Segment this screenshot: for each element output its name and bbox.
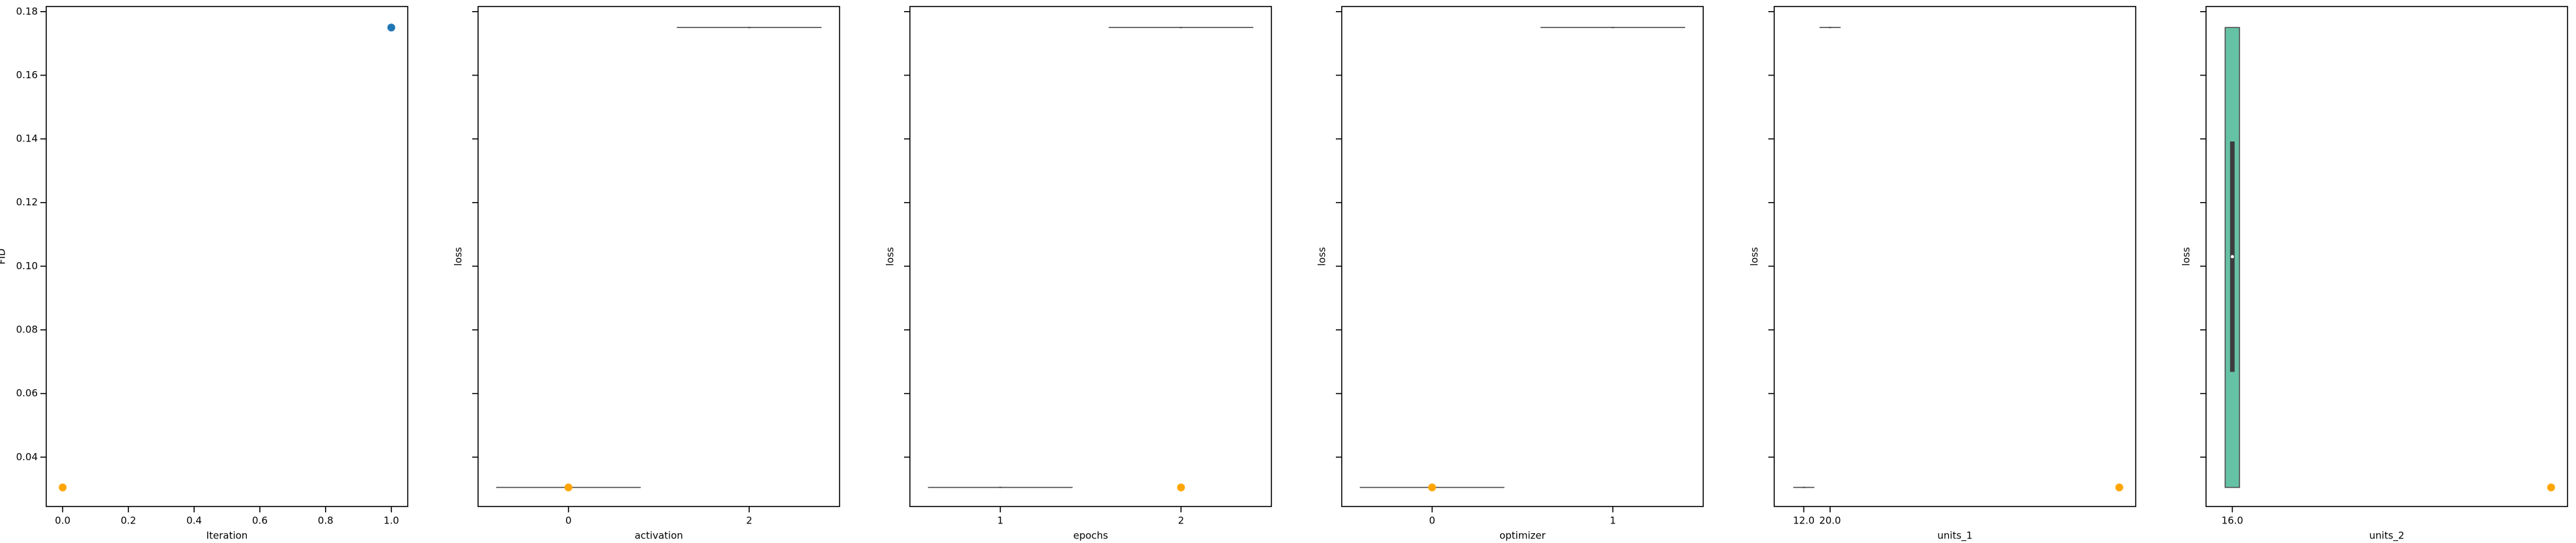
- subplot: 0 1 optimizer loss: [1316, 6, 1704, 542]
- point: [387, 23, 395, 32]
- x-tick-label: 0.6: [252, 515, 268, 527]
- x-tick-label: 1: [997, 515, 1004, 527]
- y-axis-label: loss: [2181, 247, 2192, 266]
- point: [564, 483, 573, 492]
- x-axis-label: units_1: [1938, 530, 1973, 542]
- y-tick-label: 0.12: [16, 196, 38, 208]
- axes-frame: [477, 6, 840, 507]
- y-axis-label: loss: [453, 247, 464, 266]
- x-tick-label: 0.0: [55, 515, 70, 527]
- x-tick-label: 0.8: [318, 515, 333, 527]
- x-tick-label: 16.0: [2222, 515, 2243, 527]
- y-tick-label: 0.04: [16, 451, 38, 463]
- subplot: 1 2 epochs loss: [885, 6, 1272, 542]
- x-tick-label: 0: [1429, 515, 1436, 527]
- axes-frame: [2205, 6, 2568, 507]
- point: [59, 483, 67, 492]
- x-tick-label: 12.0: [1793, 515, 1815, 527]
- x-axis-label: units_2: [2370, 530, 2405, 542]
- y-tick-label: 0.10: [16, 260, 38, 272]
- subplot: 16.0 units_2 loss: [2181, 6, 2568, 542]
- axes-frame: [1341, 6, 1704, 507]
- x-tick-label: 0.4: [186, 515, 202, 527]
- axes-frame: [1774, 6, 2136, 507]
- y-tick-label: 0.08: [16, 324, 38, 336]
- x-axis-label: optimizer: [1499, 530, 1546, 542]
- point: [2115, 483, 2123, 492]
- axes-frame: [46, 6, 408, 507]
- point: [1177, 483, 1185, 492]
- x-tick-label: 1.0: [384, 515, 399, 527]
- y-axis-label: FID: [0, 248, 8, 265]
- x-axis-label: Iteration: [206, 530, 248, 542]
- axes-frame: [909, 6, 1272, 507]
- x-axis-label: epochs: [1073, 530, 1109, 542]
- y-axis-label: loss: [1316, 247, 1328, 266]
- point: [2547, 483, 2555, 492]
- x-tick-label: 0: [565, 515, 572, 527]
- x-tick-label: 2: [746, 515, 752, 527]
- subplot: 12.0 20.0 units_1 loss: [1749, 6, 2136, 542]
- point: [1428, 483, 1436, 492]
- y-axis-label: loss: [885, 247, 896, 266]
- y-tick-label: 0.14: [16, 133, 38, 145]
- y-tick-label: 0.18: [16, 5, 38, 17]
- x-tick-label: 1: [1609, 515, 1616, 527]
- y-axis-label: loss: [1749, 247, 1761, 266]
- x-tick-label: 2: [1178, 515, 1184, 527]
- subplot: 0 2 activation loss: [453, 6, 840, 542]
- x-tick-label: 0.2: [120, 515, 136, 527]
- median: [2230, 255, 2234, 259]
- y-tick-label: 0.16: [16, 69, 38, 81]
- x-tick-label: 20.0: [1819, 515, 1841, 527]
- x-axis-label: activation: [634, 530, 683, 542]
- y-tick-label: 0.06: [16, 387, 38, 399]
- subplot: 0.04 0.06 0.08 0.10 0.12 0.14 0.16 0.18 0.0 0.2 0.…: [0, 5, 408, 542]
